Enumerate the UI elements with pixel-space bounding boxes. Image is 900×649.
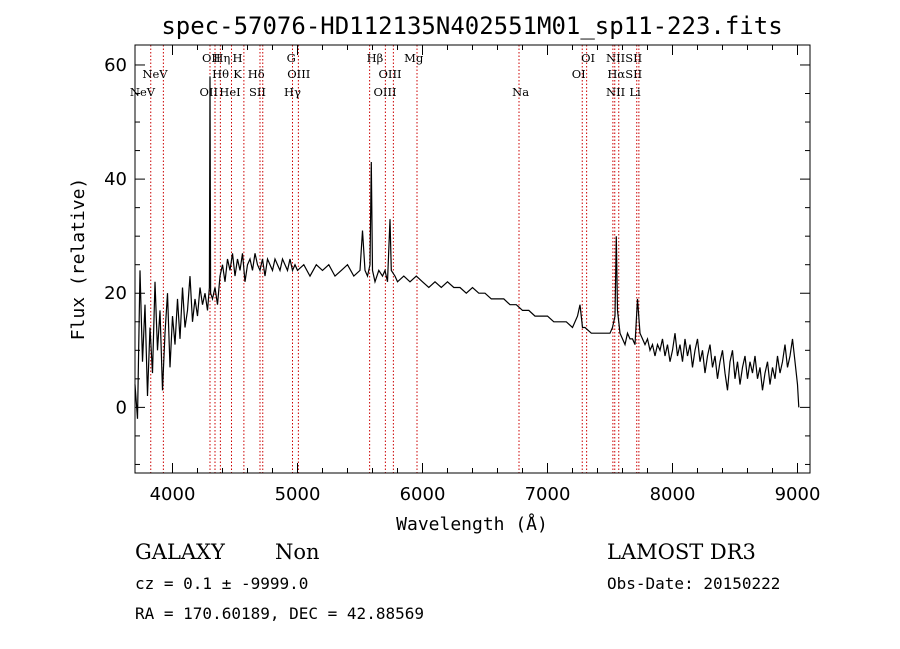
line-marker-label: OIII	[373, 85, 396, 99]
line-marker-label: G	[287, 51, 296, 65]
coordinates: RA = 170.60189, DEC = 42.88569	[135, 604, 424, 623]
line-marker-label: Hδ	[248, 67, 265, 81]
line-marker-label: NII	[606, 85, 625, 99]
y-axis-label: Flux (relative)	[68, 178, 89, 341]
line-marker-label: SII	[625, 51, 642, 65]
plot-area	[134, 44, 811, 474]
x-tick-label: 9000	[775, 484, 821, 505]
obs-date: Obs-Date: 20150222	[607, 574, 780, 593]
x-axis-ticks: 4000 5000 6000 7000 8000 9000	[150, 45, 821, 505]
line-marker-label: OI	[572, 67, 586, 81]
line-marker-label: NeV	[142, 67, 168, 81]
line-marker-label: NII	[606, 51, 625, 65]
line-marker-label: Na	[512, 85, 529, 99]
x-tick-label: 8000	[650, 484, 696, 505]
y-axis-ticks: 0 20 40 60	[104, 55, 810, 465]
spectrum-series	[134, 76, 800, 419]
line-marker-label: K	[233, 67, 242, 81]
line-marker-label: OI	[581, 51, 595, 65]
line-marker-label: OIII	[287, 67, 310, 81]
object-subclass: Non	[275, 540, 320, 564]
line-marker-label: Hα	[607, 67, 625, 81]
y-tick-label: 0	[116, 397, 127, 418]
line-marker-label: Hθ	[212, 67, 229, 81]
line-marker-label: SII	[625, 67, 642, 81]
y-tick-label: 20	[104, 283, 127, 304]
line-marker-label: SII	[249, 85, 266, 99]
chart-title: spec-57076-HD112135N402551M01_sp11-223.f…	[161, 12, 782, 40]
y-tick-label: 60	[104, 55, 127, 76]
line-marker-label: HeI	[219, 85, 240, 99]
line-marker-label: H	[232, 51, 242, 65]
line-marker-label: OII	[202, 51, 221, 65]
line-marker-label: Hβ	[367, 51, 384, 65]
line-markers	[150, 45, 640, 473]
x-tick-label: 7000	[525, 484, 571, 505]
object-class: GALAXY	[135, 540, 226, 564]
plot-border	[134, 44, 811, 474]
x-tick-label: 5000	[275, 484, 321, 505]
line-marker-label: OII	[199, 85, 218, 99]
line-marker-label: Hη	[213, 51, 230, 65]
x-tick-label: 4000	[150, 484, 196, 505]
x-tick-label: 6000	[400, 484, 446, 505]
line-marker-label: Li	[629, 85, 641, 99]
spectrum-info: GALAXY Non LAMOST DR3 cz = 0.1 ± -9999.0…	[135, 540, 780, 623]
line-marker-label: NeV	[130, 85, 156, 99]
line-marker-label: OIII	[378, 67, 401, 81]
line-marker-label: Hγ	[284, 85, 301, 99]
y-tick-label: 40	[104, 169, 127, 190]
x-axis-label: Wavelength (Å)	[396, 513, 548, 535]
line-marker-label: Mg	[404, 51, 424, 65]
survey-name: LAMOST DR3	[607, 540, 756, 564]
redshift-readout: cz = 0.1 ± -9999.0	[135, 574, 308, 593]
